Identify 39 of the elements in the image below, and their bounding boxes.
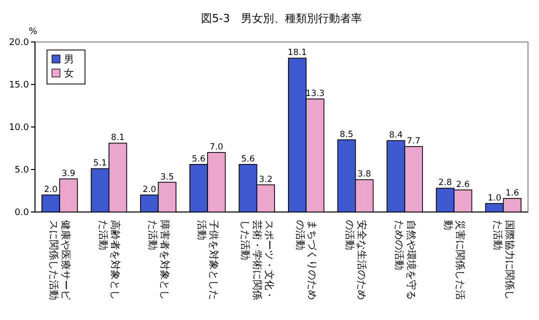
- y-tick-label: 20.0: [8, 38, 30, 48]
- data-label: 18.1: [288, 48, 307, 58]
- data-label: 7.0: [210, 142, 224, 152]
- chart-title: 図5-3 男女別、種類別行動者率: [201, 12, 362, 25]
- y-tick-label: 0.0: [14, 208, 30, 218]
- y-tick-label: 15.0: [8, 80, 30, 91]
- x-tick-label: まちづくりのための活動: [294, 220, 318, 300]
- data-label: 8.5: [340, 130, 354, 140]
- data-label: 8.4: [389, 130, 403, 141]
- x-tick-label: スポーツ・文化・芸術・学術に関係した活動: [239, 220, 276, 300]
- x-tick-label: 災害に関係した活動: [442, 220, 467, 300]
- y-axis-title: %: [28, 27, 38, 37]
- x-tick-label: 自然や環境を守るための活動: [393, 220, 418, 300]
- data-label: 2.6: [456, 180, 470, 190]
- x-tick-label: 障害者を対象とした活動: [146, 220, 171, 300]
- y-tick-label: 5.0: [14, 166, 30, 176]
- data-label: 3.9: [62, 168, 76, 179]
- data-label: 3.5: [160, 172, 174, 182]
- data-label: 2.0: [142, 185, 156, 195]
- data-label: 1.6: [505, 188, 519, 198]
- data-label: 8.1: [111, 133, 125, 144]
- data-label: 2.0: [44, 185, 58, 195]
- data-label: 1.0: [488, 194, 502, 204]
- data-label: 5.6: [241, 154, 255, 164]
- data-label: 5.6: [192, 154, 206, 164]
- data-label: 3.8: [358, 170, 372, 180]
- x-tick-label: 高齢者を対象とした活動: [97, 220, 122, 300]
- data-label: 7.7: [406, 136, 420, 147]
- x-tick-label: 安全な生活のための活動: [344, 220, 368, 300]
- legend-label: 男: [64, 54, 74, 66]
- data-label: 2.8: [438, 178, 452, 188]
- x-tick-label: 国際協力に関係した活動: [492, 220, 516, 300]
- x-tick-label: 子供を対象とした活動: [196, 220, 220, 300]
- data-label: 3.2: [258, 174, 272, 185]
- x-tick-label: 健康や医療サービスに関係した活動: [48, 220, 72, 301]
- data-label: 5.1: [93, 158, 107, 169]
- data-label: 13.3: [306, 88, 324, 99]
- legend-label: 女: [64, 68, 74, 80]
- y-tick-label: 10.0: [8, 123, 30, 134]
